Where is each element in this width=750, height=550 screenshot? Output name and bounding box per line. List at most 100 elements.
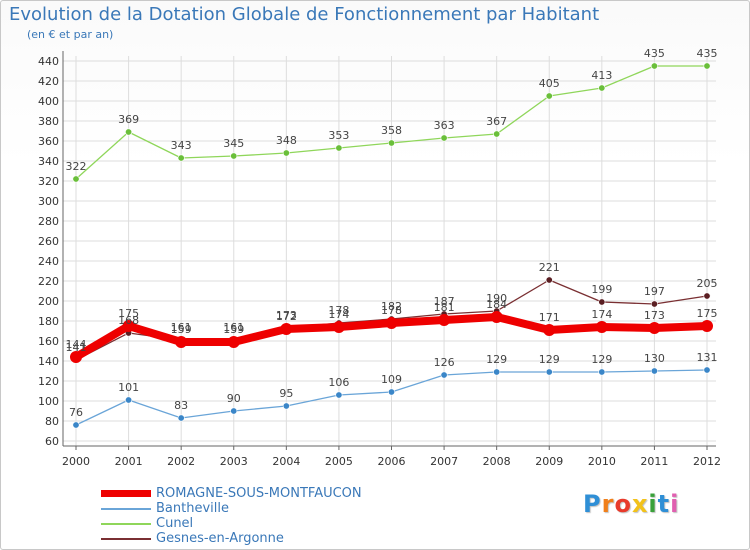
data-point xyxy=(335,391,343,399)
data-label: 322 xyxy=(66,160,87,173)
data-label: 345 xyxy=(223,137,244,150)
logo-letter: P xyxy=(583,490,602,518)
data-label: 343 xyxy=(171,139,192,152)
data-label: 221 xyxy=(539,261,560,274)
data-label: 205 xyxy=(697,277,718,290)
y-tick-label: 380 xyxy=(38,115,59,128)
data-label: 106 xyxy=(328,376,349,389)
data-label: 435 xyxy=(697,47,718,60)
data-label: 405 xyxy=(539,77,560,90)
data-point xyxy=(493,130,501,138)
data-point xyxy=(125,128,133,136)
data-point xyxy=(387,139,395,147)
data-label: 184 xyxy=(486,298,507,311)
y-tick-label: 260 xyxy=(38,235,59,248)
data-point xyxy=(703,366,711,374)
data-point xyxy=(595,321,608,333)
y-tick-label: 180 xyxy=(38,315,59,328)
data-label: 174 xyxy=(591,308,612,321)
axis-layer: 60 80 100 120 140 160 180 200 220 240 260 280 300 320… xyxy=(38,51,721,468)
data-label: 161 xyxy=(223,321,244,334)
series-bantheville xyxy=(72,366,711,429)
data-label: 173 xyxy=(276,309,297,322)
legend-label: Bantheville xyxy=(156,501,229,516)
data-label: 129 xyxy=(591,353,612,366)
data-label: 175 xyxy=(118,307,139,320)
y-tick-label: 220 xyxy=(38,275,59,288)
data-label: 358 xyxy=(381,124,402,137)
data-label: 353 xyxy=(328,129,349,142)
y-tick-label: 200 xyxy=(38,295,59,308)
x-tick-label: 2011 xyxy=(640,455,668,468)
x-tick-label: 2012 xyxy=(693,455,721,468)
x-tick-label: 2000 xyxy=(62,455,90,468)
chart-subtitle: (en € et par an) xyxy=(27,28,114,41)
data-label: 178 xyxy=(381,304,402,317)
data-point xyxy=(438,314,451,326)
data-point xyxy=(385,317,398,329)
data-label: 101 xyxy=(118,381,139,394)
series-romagne-sous-montfaucon xyxy=(70,311,713,363)
legend-label: Cunel xyxy=(156,516,194,531)
legend: ROMAGNE-SOUS-MONTFAUCON Bantheville Cunel G… xyxy=(101,486,441,546)
data-label: 168 xyxy=(118,314,139,327)
data-point xyxy=(648,322,661,334)
data-point xyxy=(703,62,711,70)
data-label: 83 xyxy=(174,399,188,412)
x-tick-label: 2004 xyxy=(272,455,300,468)
series-cunel xyxy=(72,62,711,183)
data-point xyxy=(177,414,185,422)
data-point xyxy=(598,84,606,92)
data-label: 130 xyxy=(644,352,665,365)
data-point xyxy=(650,62,658,70)
x-tick-label: 2010 xyxy=(588,455,616,468)
data-point xyxy=(598,368,606,376)
legend-swatch xyxy=(101,538,151,540)
legend-swatch xyxy=(101,523,151,525)
data-point xyxy=(650,367,658,375)
data-label: 175 xyxy=(697,307,718,320)
data-label: 131 xyxy=(697,351,718,364)
legend-item: ROMAGNE-SOUS-MONTFAUCON xyxy=(101,486,441,501)
data-label: 126 xyxy=(434,356,455,369)
series-layer xyxy=(70,62,713,429)
y-tick-label: 100 xyxy=(38,395,59,408)
logo-letter: t xyxy=(657,490,671,518)
data-label: 109 xyxy=(381,373,402,386)
data-label: 348 xyxy=(276,134,297,147)
data-point xyxy=(387,388,395,396)
logo-letter: i xyxy=(648,490,658,518)
x-tick-label: 2002 xyxy=(167,455,195,468)
data-label: 413 xyxy=(591,69,612,82)
logo-letter: x xyxy=(631,490,649,518)
data-label: 187 xyxy=(434,295,455,308)
x-tick-label: 2006 xyxy=(378,455,406,468)
y-tick-label: 280 xyxy=(38,215,59,228)
data-point xyxy=(282,149,290,157)
logo-letter: i xyxy=(670,490,680,518)
data-point xyxy=(650,300,658,308)
data-label: 159 xyxy=(223,323,244,336)
data-point xyxy=(440,134,448,142)
data-point xyxy=(598,298,606,306)
data-label: 159 xyxy=(171,323,192,336)
y-tick-label: 80 xyxy=(45,415,59,428)
data-label: 199 xyxy=(591,283,612,296)
data-point xyxy=(230,152,238,160)
y-tick-label: 420 xyxy=(38,75,59,88)
data-label: 363 xyxy=(434,119,455,132)
data-label: 369 xyxy=(118,113,139,126)
data-label: 181 xyxy=(434,301,455,314)
data-label: 171 xyxy=(539,311,560,324)
data-label: 367 xyxy=(486,115,507,128)
data-label: 129 xyxy=(539,353,560,366)
data-point xyxy=(72,175,80,183)
y-tick-label: 160 xyxy=(38,335,59,348)
data-label: 197 xyxy=(644,285,665,298)
data-label: 173 xyxy=(644,309,665,322)
y-tick-label: 340 xyxy=(38,155,59,168)
data-label: 172 xyxy=(276,310,297,323)
data-point xyxy=(230,407,238,415)
data-point xyxy=(122,320,135,332)
